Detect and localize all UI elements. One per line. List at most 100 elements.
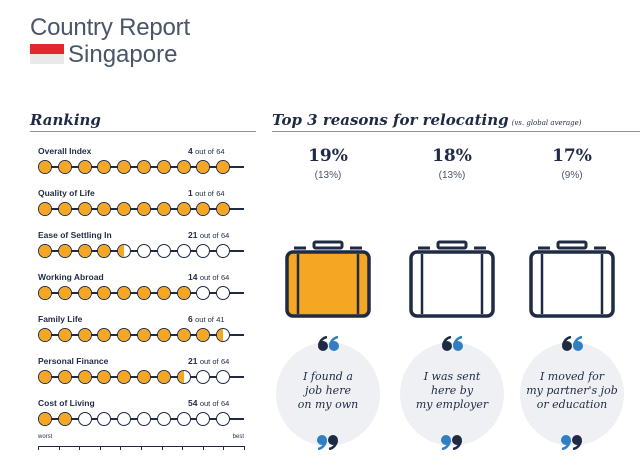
rank-dot [156, 244, 171, 258]
rank-dot [156, 160, 171, 174]
rank-dot [77, 328, 92, 342]
rank-dot [137, 160, 151, 174]
rank-dot [117, 202, 132, 216]
ranking-dots [38, 160, 250, 174]
quote-bubble: I found a job here on my own [276, 342, 380, 446]
rank-dot [196, 412, 211, 426]
reason-quote: I moved for my partner's job or educatio… [526, 370, 618, 411]
rank-dot [77, 244, 92, 258]
rank-dot [196, 328, 211, 342]
rank-dot [57, 202, 72, 216]
scale-tick [38, 446, 39, 450]
ranking-label: Ease of Settling In [38, 230, 112, 240]
rank-number: 54 [188, 398, 198, 408]
rank-dot [137, 412, 151, 426]
rank-dot [97, 160, 112, 174]
rank-dot [38, 370, 52, 384]
rank-dot [216, 370, 231, 384]
ranking-row: Quality of Life 1 out of 64 [38, 188, 250, 224]
rank-dot [117, 370, 132, 384]
rank-dot [176, 412, 191, 426]
reason-card: 19% (13%) I found a job here on my own [268, 140, 388, 468]
scale-tick [182, 446, 184, 450]
suitcase-icon [409, 240, 495, 318]
rank-dot [57, 286, 72, 300]
ranking-scale: worst best [38, 434, 250, 458]
rank-dot [77, 412, 92, 426]
ranking-value: 21 out of 64 [188, 230, 229, 240]
rank-dot [137, 244, 151, 258]
reason-percent: 19% [308, 146, 348, 166]
scale-tick [58, 446, 60, 450]
scale-worst-label: worst [38, 434, 53, 440]
ranking-dots [38, 412, 250, 426]
ranking-label: Cost of Living [38, 398, 95, 408]
scale-tick [223, 446, 225, 450]
rank-dot [97, 286, 112, 300]
rank-total: 64 [216, 189, 225, 198]
ranking-label: Working Abroad [38, 272, 104, 282]
rank-total: 64 [220, 231, 230, 240]
rank-dot [38, 202, 52, 216]
rank-dot [216, 412, 231, 426]
ranking-value: 21 out of 64 [188, 356, 229, 366]
ranking-label: Overall Index [38, 146, 92, 156]
rank-dot [57, 412, 72, 426]
rank-number: 21 [188, 356, 198, 366]
reasons-subheading: (vs. global average) [511, 119, 582, 127]
scale-tick [161, 446, 163, 450]
rank-dot [117, 328, 132, 342]
rank-dot [57, 370, 72, 384]
ranking-divider [30, 131, 256, 132]
rank-dot [117, 286, 132, 300]
scale-tick [202, 446, 204, 450]
ranking-label: Quality of Life [38, 188, 95, 198]
ranking-row: Working Abroad 14 out of 64 [38, 272, 250, 308]
rank-number: 4 [188, 146, 193, 156]
rank-dot [97, 202, 112, 216]
rank-of-label: out of [199, 231, 219, 240]
reasons-divider [272, 131, 640, 132]
ranking-row: Overall Index 4 out of 64 [38, 146, 250, 182]
rank-dot [77, 370, 92, 384]
ranking-dots [38, 286, 250, 300]
rank-dot [156, 328, 171, 342]
rank-dot [137, 328, 151, 342]
open-quote-icon [561, 336, 583, 351]
suitcase-icon [529, 240, 615, 318]
rank-dot [38, 412, 52, 426]
rank-dot [216, 160, 231, 174]
ranking-dots [38, 328, 250, 342]
scale-tick [120, 446, 122, 450]
rank-total: 64 [216, 147, 225, 156]
ranking-value: 4 out of 64 [188, 146, 225, 156]
rank-dot [156, 370, 171, 384]
rank-dot [97, 412, 112, 426]
scale-tick [244, 446, 245, 450]
rank-dot [38, 160, 52, 174]
ranking-label: Family Life [38, 314, 83, 324]
rank-dot [38, 328, 52, 342]
rank-of-label: out of [199, 357, 219, 366]
rank-dot [97, 328, 112, 342]
rank-of-label: out of [199, 399, 219, 408]
ranking-heading: Ranking [30, 111, 101, 129]
open-quote-icon [441, 336, 463, 351]
ranking-label: Personal Finance [38, 356, 109, 366]
rank-dot [156, 412, 171, 426]
rank-dot [196, 370, 211, 384]
country-name: Singapore [68, 41, 178, 68]
rank-of-label: out of [199, 273, 219, 282]
scale-tick [99, 446, 101, 450]
scale-tick [141, 446, 142, 450]
quote-bubble: I was sent here by my employer [400, 342, 504, 446]
ranking-row: Family Life 6 out of 41 [38, 314, 250, 350]
rank-total: 41 [216, 315, 225, 324]
rank-dot [156, 202, 171, 216]
rank-dot [57, 244, 72, 258]
rank-dot [216, 244, 231, 258]
ranking-dots [38, 202, 250, 216]
reason-global-average: (13%) [438, 170, 466, 181]
scale-best-label: best [232, 434, 244, 440]
rank-dot [97, 244, 112, 258]
